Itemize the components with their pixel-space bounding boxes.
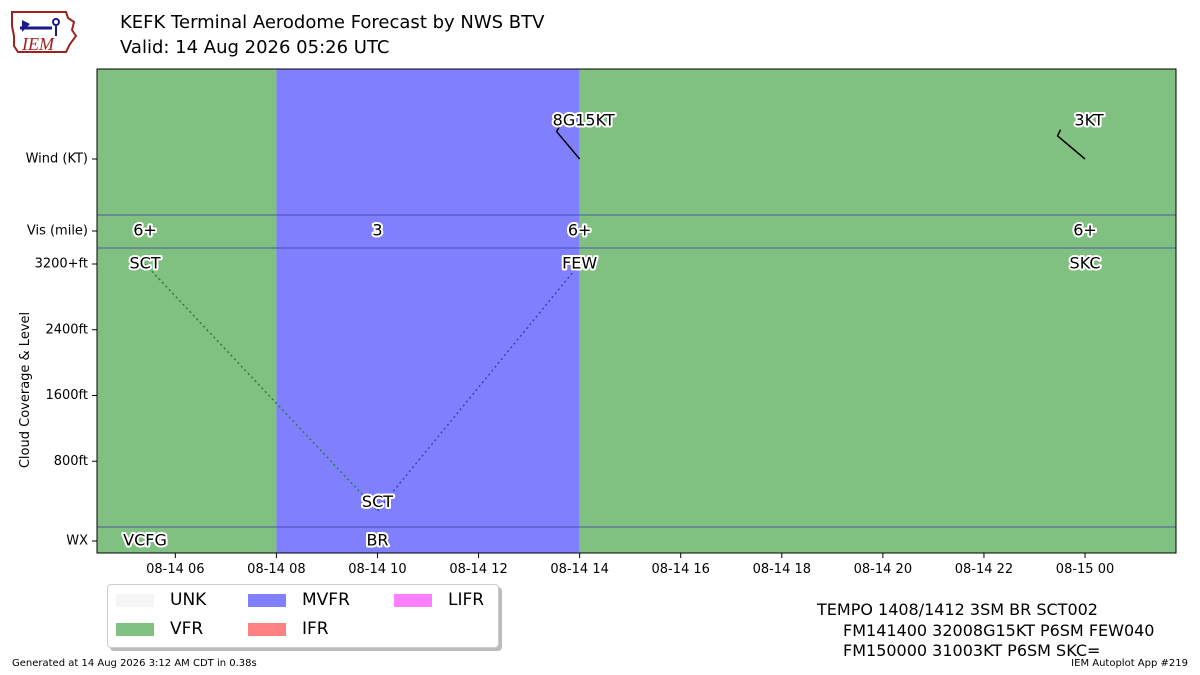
y-tick-label-vis: Vis (mile) [27, 224, 88, 239]
legend: UNK MVFR LIFR VFR IFR [107, 584, 499, 648]
vis-label-2-halo: 6+ [568, 221, 592, 240]
y-tick-label-cloud-0: 3200+ft [35, 257, 88, 272]
vis-label-0-halo: 6+ [133, 221, 157, 240]
y-tick-label-cloud-3: 800ft [54, 454, 88, 469]
legend-swatch-lifr [394, 593, 432, 607]
wind-label-0: 8G15KT [553, 111, 615, 130]
wx-label-1: BR [366, 531, 388, 550]
wind-barb-flag-1 [1056, 129, 1062, 137]
legend-swatch-mvfr [248, 593, 286, 607]
chart-title: KEFK Terminal Aerodome Forecast by NWS B… [120, 12, 545, 33]
cloud-label-2: FEW [562, 254, 597, 273]
raw-taf-line-1: TEMPO 1408/1412 3SM BR SCT002 [817, 600, 1098, 619]
cloud-label-1-halo: SCT [362, 492, 393, 511]
legend-swatch-ifr [248, 622, 286, 636]
x-tick-label-4: 08-14 14 [550, 562, 608, 577]
vis-label-3: 6+ [1073, 221, 1097, 240]
legend-item-mvfr: MVFR [248, 590, 350, 610]
legend-swatch-unk [116, 593, 154, 607]
x-tick-label-9: 08-15 00 [1056, 562, 1114, 577]
y-tick-label-cloud-1: 2400ft [45, 322, 88, 337]
x-tick-label-1: 08-14 08 [247, 562, 305, 577]
x-tick-label-2: 08-14 10 [348, 562, 406, 577]
wind-barb-staff-1 [1056, 135, 1086, 160]
cloud-label-2-halo: FEW [562, 254, 597, 273]
footer-generated: Generated at 14 Aug 2026 3:12 AM CDT in … [12, 658, 257, 669]
raw-taf-line-3: FM150000 31003KT P6SM SKC= [843, 641, 1101, 660]
cloud-label-1: SCT [362, 492, 393, 511]
x-axis: 08-14 06 08-14 08 08-14 10 08-14 12 08-14 14… [146, 553, 1114, 577]
x-tick-label-6: 08-14 18 [753, 562, 811, 577]
legend-label-mvfr: MVFR [302, 590, 350, 610]
x-tick-label-3: 08-14 12 [449, 562, 507, 577]
wind-label-1-halo: 3KT [1074, 111, 1103, 130]
legend-label-unk: UNK [170, 590, 207, 610]
y-tick-label-cloud-2: 1600ft [45, 388, 88, 403]
wind-barb-flag-0 [555, 125, 561, 132]
y-tick-label-wx: WX [66, 534, 88, 549]
vis-label-1: 3 [372, 221, 382, 240]
x-tick-label-0: 08-14 06 [146, 562, 204, 577]
wind-label-1: 3KT [1074, 111, 1103, 130]
iem-logo: IEM [11, 11, 78, 54]
band-vfr-0 [97, 69, 277, 553]
vis-label-0: 6+ [133, 221, 157, 240]
legend-item-ifr: IFR [248, 619, 329, 639]
chart-valid-time: Valid: 14 Aug 2026 05:26 UTC [120, 37, 390, 58]
wx-label-0-halo: VCFG [123, 531, 167, 550]
cloud-line-1 [376, 263, 581, 512]
cloud-label-0-halo: SCT [129, 254, 160, 273]
band-mvfr-1 [276, 69, 580, 553]
cloud-line-0 [144, 263, 379, 512]
legend-label-vfr: VFR [170, 619, 204, 639]
x-tick-label-5: 08-14 16 [651, 562, 709, 577]
row-separators [97, 214, 1176, 528]
footer-app: IEM Autoplot App #219 [1071, 658, 1188, 669]
plot-frame [96, 68, 1177, 554]
vis-label-3-halo: 6+ [1073, 221, 1097, 240]
y-tick-label-wind: Wind (KT) [26, 152, 88, 167]
vis-label-2: 6+ [568, 221, 592, 240]
cloud-label-3: SKC [1070, 254, 1101, 273]
legend-item-unk: UNK [116, 590, 206, 610]
wind-label-0-halo: 8G15KT [553, 111, 615, 130]
vis-label-1-halo: 3 [372, 221, 382, 240]
cloud-label-0: SCT [129, 254, 160, 273]
legend-swatch-vfr [116, 622, 154, 636]
wx-label-1-halo: BR [366, 531, 388, 550]
x-tick-label-8: 08-14 22 [955, 562, 1013, 577]
band-vfr-2 [579, 69, 1176, 553]
y-axis: Wind (KT) Vis (mile) WX 3200+ft 2400ft 1600ft… [26, 152, 97, 549]
flight-category-bands [97, 69, 1176, 553]
cloud-level-lines [144, 263, 581, 512]
legend-label-lifr: LIFR [448, 590, 485, 610]
wind-barbs [555, 125, 1086, 160]
wx-label-0: VCFG [123, 531, 167, 550]
logo-text: IEM [21, 34, 55, 54]
x-tick-label-7: 08-14 20 [854, 562, 912, 577]
cloud-label-3-halo: SKC [1070, 254, 1101, 273]
legend-item-vfr: VFR [116, 619, 203, 639]
y-axis-label: Cloud Coverage & Level [18, 312, 33, 468]
legend-item-lifr: LIFR [394, 590, 484, 610]
wind-barb-staff-0 [555, 130, 581, 160]
legend-label-ifr: IFR [302, 619, 329, 639]
raw-taf-line-2: FM141400 32008G15KT P6SM FEW040 [843, 621, 1155, 640]
